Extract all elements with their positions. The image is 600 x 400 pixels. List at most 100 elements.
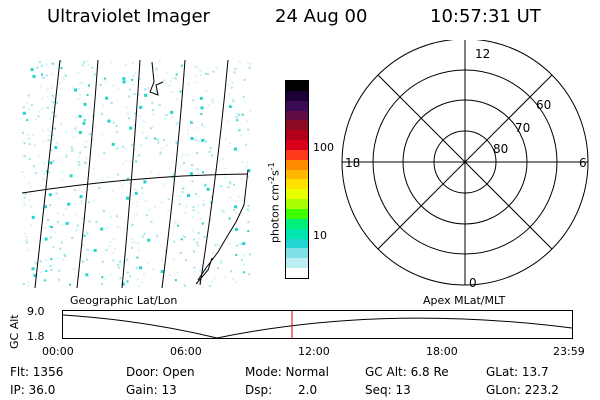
uv-speckle: [88, 201, 91, 204]
uv-speckle: [175, 73, 178, 76]
uv-speckle: [69, 174, 73, 178]
uv-speckle: [129, 126, 133, 130]
uv-speckle: [220, 259, 223, 262]
uv-speckle: [187, 132, 190, 135]
longitude-line: [121, 59, 141, 289]
uv-speckle: [101, 260, 104, 263]
uv-speckle: [126, 177, 129, 180]
uv-speckle: [100, 227, 104, 231]
uv-speckle: [84, 161, 86, 164]
gain-value: Gain: 13: [126, 383, 177, 397]
uv-speckle: [129, 160, 131, 163]
colorbar-segment: [286, 110, 308, 121]
uv-speckle: [74, 128, 77, 131]
uv-speckle: [103, 278, 106, 281]
uv-speckle: [240, 177, 243, 180]
uv-speckle: [28, 143, 31, 146]
uv-speckle: [158, 60, 161, 63]
uv-speckle: [47, 128, 50, 131]
uv-speckle: [128, 95, 131, 98]
timeline-xtick-0600: 06:00: [170, 345, 202, 358]
uv-speckle: [236, 244, 239, 247]
uv-speckle: [23, 204, 26, 207]
uv-speckle: [65, 131, 68, 134]
uv-speckle: [149, 171, 152, 174]
uv-speckle: [231, 278, 234, 281]
uv-speckle: [85, 273, 89, 277]
uv-speckle: [133, 74, 136, 77]
uv-speckle: [156, 234, 159, 237]
uv-speckle: [236, 119, 239, 122]
colorbar-segment: [286, 120, 308, 131]
uv-speckle: [86, 232, 89, 235]
uv-speckle: [147, 238, 151, 242]
uv-speckle: [22, 201, 25, 204]
uv-speckle: [223, 167, 226, 170]
uv-speckle: [73, 135, 76, 138]
uv-speckle: [196, 152, 198, 155]
uv-speckle: [52, 159, 55, 162]
uv-speckle: [93, 73, 96, 76]
uv-speckle: [43, 205, 47, 209]
uv-speckle: [154, 206, 156, 209]
uv-speckle: [65, 207, 68, 210]
uv-speckle: [247, 230, 250, 233]
uv-speckle: [168, 274, 171, 277]
uv-speckle: [60, 67, 63, 70]
uv-speckle: [81, 81, 84, 84]
uv-speckle: [74, 127, 77, 130]
uv-speckle: [100, 112, 103, 115]
uv-speckle: [49, 161, 53, 165]
uv-speckle: [45, 63, 48, 66]
uv-speckle: [244, 100, 247, 103]
uv-speckle: [128, 276, 131, 279]
uv-speckle: [243, 254, 245, 257]
uv-speckle: [249, 63, 252, 66]
uv-speckle: [156, 236, 159, 238]
uv-speckle: [49, 225, 52, 228]
ip-value: IP: 36.0: [10, 383, 56, 397]
uv-speckle: [129, 182, 132, 185]
uv-speckle: [25, 236, 28, 239]
uv-speckle: [220, 261, 223, 264]
uv-speckle: [232, 100, 235, 103]
uv-speckle: [134, 71, 137, 74]
uv-speckle: [144, 93, 148, 97]
uv-speckle: [228, 217, 231, 220]
uv-speckle: [126, 258, 128, 261]
uv-speckle: [28, 198, 31, 201]
uv-speckle: [183, 211, 186, 214]
uv-speckle: [67, 202, 71, 206]
colorbar-segment: [286, 90, 308, 101]
uv-speckle: [77, 87, 80, 90]
uv-speckle: [92, 75, 95, 77]
uv-speckle: [202, 221, 205, 224]
uv-speckle: [22, 111, 26, 115]
uv-speckle: [119, 260, 121, 263]
uv-speckle: [62, 258, 64, 261]
uv-speckle: [30, 68, 34, 72]
uv-speckle: [27, 249, 30, 252]
uv-speckle: [212, 101, 215, 104]
uv-speckle: [161, 147, 164, 150]
colorbar-segment: [286, 208, 308, 219]
uv-speckle: [56, 257, 59, 260]
gc-altitude: GC Alt: 6.8 Re: [365, 365, 449, 379]
uv-speckle: [172, 258, 175, 261]
uv-speckle: [193, 250, 195, 253]
uv-speckle: [195, 127, 198, 129]
uv-speckle: [121, 282, 125, 286]
uv-speckle: [25, 239, 28, 242]
uv-speckle: [177, 221, 180, 224]
uv-speckle: [132, 194, 135, 197]
colorbar-segment: [286, 159, 308, 170]
colorbar-segment: [286, 238, 308, 249]
geographic-map: [21, 59, 252, 289]
uv-speckle: [136, 256, 139, 259]
uv-speckle: [197, 204, 200, 207]
altitude-curve: [62, 314, 573, 339]
uv-speckle: [31, 272, 34, 275]
uv-speckle: [32, 74, 36, 78]
uv-speckle: [23, 196, 26, 199]
uv-speckle: [170, 80, 172, 83]
